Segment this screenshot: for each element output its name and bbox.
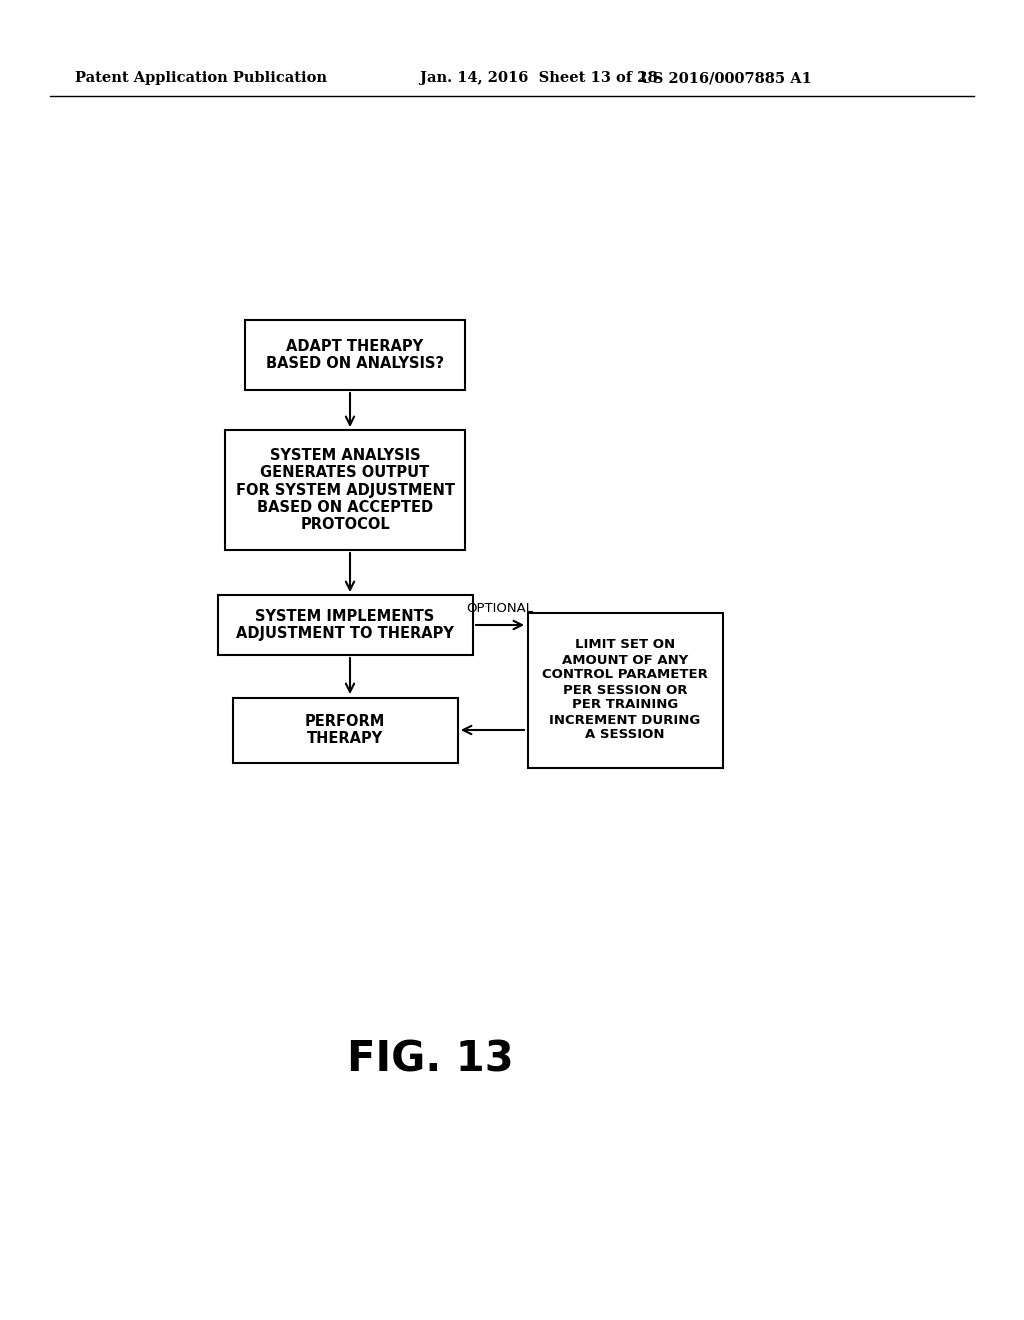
Text: US 2016/0007885 A1: US 2016/0007885 A1 xyxy=(640,71,812,84)
Bar xyxy=(245,319,465,389)
Text: FIG. 13: FIG. 13 xyxy=(347,1039,513,1081)
Text: SYSTEM ANALYSIS
GENERATES OUTPUT
FOR SYSTEM ADJUSTMENT
BASED ON ACCEPTED
PROTOCO: SYSTEM ANALYSIS GENERATES OUTPUT FOR SYS… xyxy=(236,447,455,532)
Text: OPTIONAL: OPTIONAL xyxy=(467,602,534,615)
Text: LIMIT SET ON
AMOUNT OF ANY
CONTROL PARAMETER
PER SESSION OR
PER TRAINING
INCREME: LIMIT SET ON AMOUNT OF ANY CONTROL PARAM… xyxy=(542,639,708,742)
Bar xyxy=(527,612,723,767)
Text: Patent Application Publication: Patent Application Publication xyxy=(75,71,327,84)
Text: PERFORM
THERAPY: PERFORM THERAPY xyxy=(305,714,385,746)
Text: ADAPT THERAPY
BASED ON ANALYSIS?: ADAPT THERAPY BASED ON ANALYSIS? xyxy=(266,339,444,371)
Bar xyxy=(225,430,465,550)
Text: SYSTEM IMPLEMENTS
ADJUSTMENT TO THERAPY: SYSTEM IMPLEMENTS ADJUSTMENT TO THERAPY xyxy=(237,609,454,642)
Bar xyxy=(232,697,458,763)
Bar xyxy=(217,595,472,655)
Text: Jan. 14, 2016  Sheet 13 of 28: Jan. 14, 2016 Sheet 13 of 28 xyxy=(420,71,657,84)
